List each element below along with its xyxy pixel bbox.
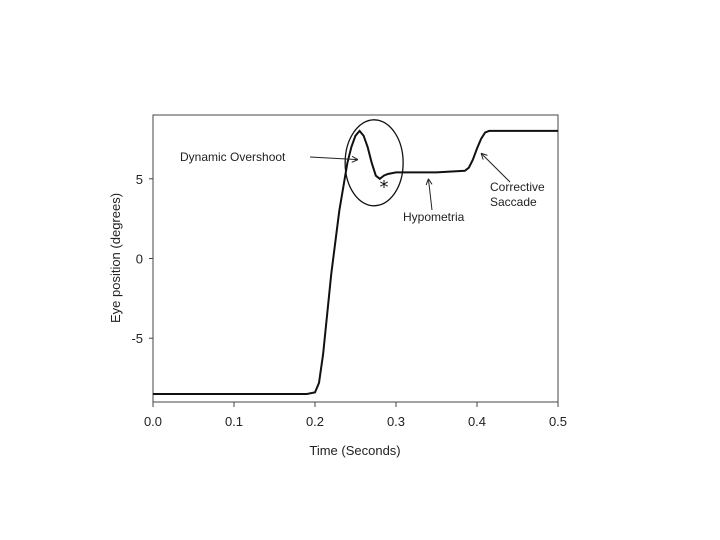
annotation-arrow-line <box>427 178 433 211</box>
x-axis-ticks: 0.0 0.1 0.2 0.3 0.4 0.5 <box>144 402 567 429</box>
annotations-layer: Dynamic Overshoot Hypometria CorrectiveSac… <box>180 150 545 224</box>
corrective-label: Corrective <box>490 180 545 194</box>
x-tick-label: 0.5 <box>549 414 567 429</box>
y-axis-label: Eye position (degrees) <box>108 193 123 323</box>
dynamic-overshoot-label: Dynamic Overshoot <box>180 150 286 164</box>
annotation-arrow-line <box>309 156 358 161</box>
hypometria-label: Hypometria <box>403 210 465 224</box>
asterisk-mark: * <box>380 177 389 198</box>
y-tick-label: 0 <box>136 252 143 267</box>
y-axis-ticks: 5 0 -5 <box>131 172 153 346</box>
x-axis-label: Time (Seconds) <box>309 443 400 458</box>
x-tick-label: 0.2 <box>306 414 324 429</box>
overshoot-highlight-ellipse <box>344 119 404 207</box>
saccade-label: Saccade <box>490 195 537 209</box>
x-tick-label: 0.3 <box>387 414 405 429</box>
y-tick-label: 5 <box>136 172 143 187</box>
annotation-arrow-head <box>480 152 488 160</box>
y-tick-label: -5 <box>131 331 143 346</box>
annotation-arrow-head <box>351 155 359 163</box>
x-tick-label: 0.0 <box>144 414 162 429</box>
x-tick-label: 0.4 <box>468 414 486 429</box>
eye-position-series-line <box>153 129 558 395</box>
annotation-arrow-head <box>425 178 433 186</box>
annotation-arrow-line <box>480 152 511 183</box>
x-tick-label: 0.1 <box>225 414 243 429</box>
